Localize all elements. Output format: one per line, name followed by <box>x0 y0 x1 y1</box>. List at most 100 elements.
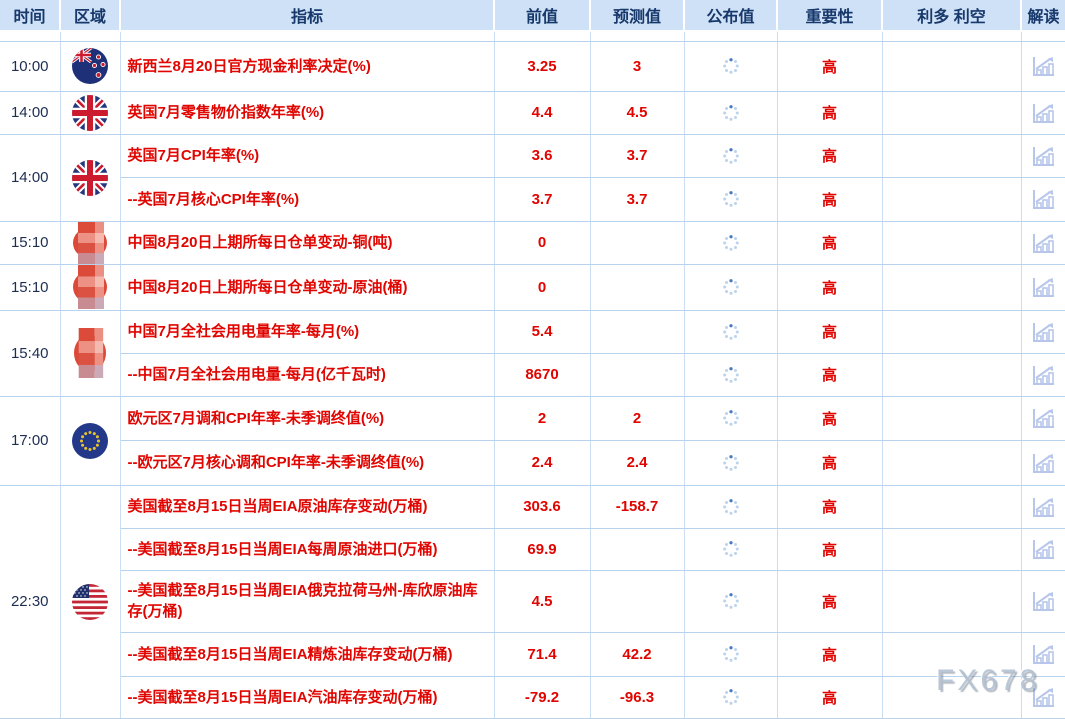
interpretation-cell <box>1021 485 1065 529</box>
published-cell <box>684 134 778 178</box>
indicator-cell: --欧元区7月核心调和CPI年率-未季调终值(%) <box>120 440 495 486</box>
bias-cell <box>882 485 1022 529</box>
chart-icon[interactable] <box>1030 187 1056 211</box>
forecast-cell <box>590 528 685 571</box>
interpretation-cell <box>1021 177 1065 222</box>
published-cell <box>684 485 778 529</box>
interpretation-cell <box>1021 570 1065 633</box>
loading-spinner-icon <box>722 409 740 427</box>
indicator-cell: --美国截至8月15日当周EIA精炼油库存变动(万桶) <box>120 632 495 677</box>
published-cell <box>684 440 778 486</box>
forecast-cell: -96.3 <box>590 676 685 719</box>
table-row: 14:00 英国7月CPI年率(%) 3.6 3.7 高 <box>0 134 1065 222</box>
header-row: 时间 区域 指标 前值 预测值 公布值 重要性 利多 利空 解读 <box>0 0 1065 32</box>
loading-spinner-icon <box>722 540 740 558</box>
empty-cell <box>882 31 1022 42</box>
importance-cell: 高 <box>777 177 883 222</box>
previous-cell: 2.4 <box>494 440 591 486</box>
indicator-cell: 英国7月零售物价指数年率(%) <box>120 91 495 135</box>
published-cell <box>684 91 778 135</box>
chart-icon[interactable] <box>1030 320 1056 344</box>
empty-cell <box>590 31 685 42</box>
empty-cell <box>0 31 61 42</box>
forecast-cell <box>590 310 685 354</box>
previous-cell: 3.7 <box>494 177 591 222</box>
published-cell <box>684 528 778 571</box>
bias-cell <box>882 41 1022 92</box>
flag-eurozone-icon <box>72 423 108 459</box>
chart-icon[interactable] <box>1030 685 1056 709</box>
forecast-cell <box>590 353 685 397</box>
interpretation-cell <box>1021 353 1065 397</box>
chart-icon[interactable] <box>1030 54 1056 78</box>
region-cell <box>60 310 121 397</box>
bias-cell <box>882 134 1022 178</box>
published-cell <box>684 676 778 719</box>
chart-icon[interactable] <box>1030 101 1056 125</box>
bias-cell <box>882 177 1022 222</box>
loading-spinner-icon <box>722 498 740 516</box>
chart-icon[interactable] <box>1030 275 1056 299</box>
empty-cell <box>684 31 778 42</box>
indicator-cell: 新西兰8月20日官方现金利率决定(%) <box>120 41 495 92</box>
importance-cell: 高 <box>777 91 883 135</box>
indicator-cell: 中国8月20日上期所每日仓单变动-原油(桶) <box>120 264 495 311</box>
flag-united-kingdom-icon <box>72 160 108 196</box>
published-cell <box>684 632 778 677</box>
indicator-cell: --美国截至8月15日当周EIA俄克拉荷马州-库欣原油库存(万桶) <box>120 570 495 633</box>
bias-cell <box>882 632 1022 677</box>
table-row: --美国截至8月15日当周EIA每周原油进口(万桶) 69.9 高 <box>0 528 1065 571</box>
forecast-cell: 3.7 <box>590 177 685 222</box>
bias-cell <box>882 676 1022 719</box>
chart-icon[interactable] <box>1030 144 1056 168</box>
chart-icon[interactable] <box>1030 589 1056 613</box>
forecast-cell: 2 <box>590 396 685 441</box>
chart-icon[interactable] <box>1030 642 1056 666</box>
table-row: 14:00 英国7月零售物价指数年率(%) 4.4 4.5 高 <box>0 91 1065 135</box>
previous-cell: 0 <box>494 221 591 265</box>
time-cell: 15:10 <box>0 221 61 265</box>
region-cell <box>60 221 121 265</box>
col-region: 区域 <box>60 0 121 32</box>
col-interpretation: 解读 <box>1021 0 1065 32</box>
empty-cell <box>1021 31 1065 42</box>
forecast-cell: 42.2 <box>590 632 685 677</box>
time-cell: 15:40 <box>0 310 61 397</box>
interpretation-cell <box>1021 632 1065 677</box>
col-bias: 利多 利空 <box>882 0 1022 32</box>
time-cell: 14:00 <box>0 91 61 135</box>
forecast-cell <box>590 264 685 311</box>
loading-spinner-icon <box>722 190 740 208</box>
interpretation-cell <box>1021 676 1065 719</box>
chart-icon[interactable] <box>1030 495 1056 519</box>
chart-icon[interactable] <box>1030 406 1056 430</box>
chart-icon[interactable] <box>1030 537 1056 561</box>
region-cell <box>60 41 121 92</box>
empty-cell <box>60 31 121 42</box>
chart-icon[interactable] <box>1030 231 1056 255</box>
time-cell: 15:10 <box>0 264 61 311</box>
published-cell <box>684 264 778 311</box>
time-cell: 22:30 <box>0 485 61 719</box>
table-row: 15:10 中国8月20日上期所每日仓单变动-铜(吨) 0 高 <box>0 221 1065 265</box>
table-row: 15:10 中国8月20日上期所每日仓单变动-原油(桶) 0 高 <box>0 264 1065 311</box>
interpretation-cell <box>1021 91 1065 135</box>
table-row: --美国截至8月15日当周EIA汽油库存变动(万桶) -79.2 -96.3 高 <box>0 676 1065 719</box>
interpretation-cell <box>1021 528 1065 571</box>
interpretation-cell <box>1021 264 1065 311</box>
interpretation-cell <box>1021 396 1065 441</box>
loading-spinner-icon <box>722 234 740 252</box>
chart-icon[interactable] <box>1030 451 1056 475</box>
flag-united-kingdom-icon <box>72 95 108 131</box>
region-cell <box>60 264 121 311</box>
time-cell: 17:00 <box>0 396 61 486</box>
region-cell <box>60 134 121 222</box>
flag-china-pixelated-icon <box>74 328 106 378</box>
previous-cell: 3.25 <box>494 41 591 92</box>
indicator-cell: --美国截至8月15日当周EIA每周原油进口(万桶) <box>120 528 495 571</box>
previous-cell: 71.4 <box>494 632 591 677</box>
bias-cell <box>882 353 1022 397</box>
published-cell <box>684 41 778 92</box>
bias-cell <box>882 310 1022 354</box>
chart-icon[interactable] <box>1030 363 1056 387</box>
